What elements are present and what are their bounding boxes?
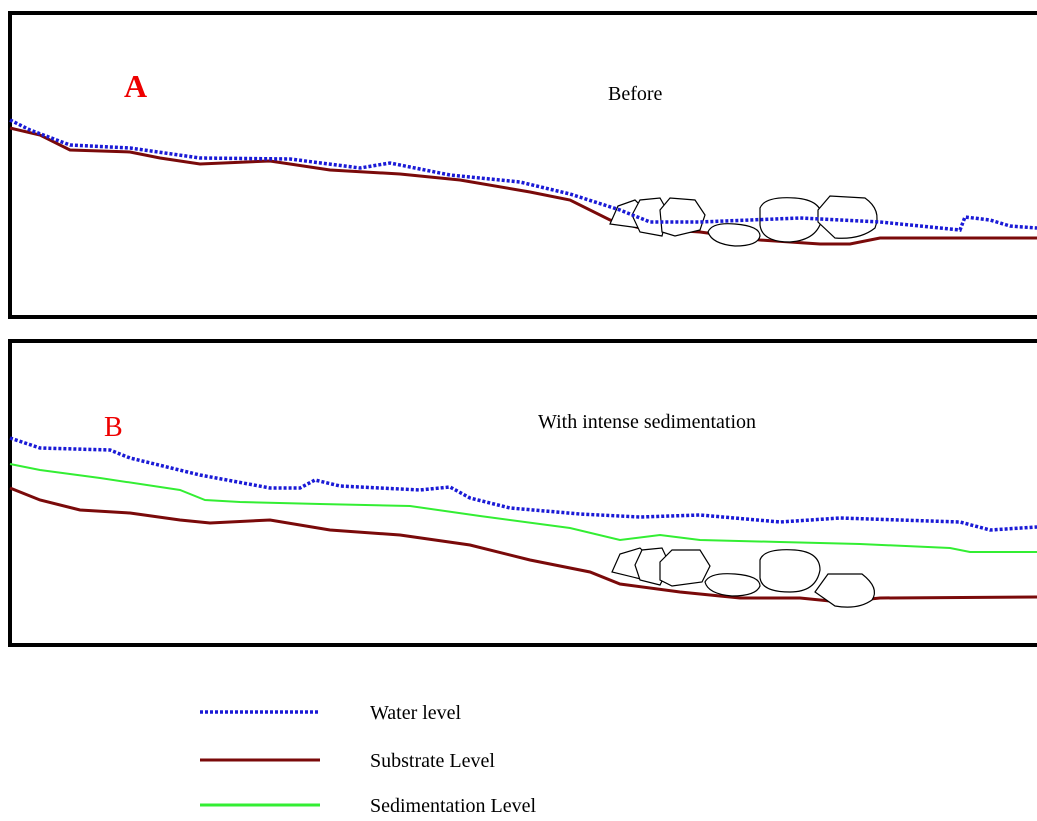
legend-label: Sedimentation Level: [370, 795, 537, 817]
diagram: A Before B With intense sedimentation: [0, 0, 1037, 821]
panel-label: B: [104, 412, 123, 443]
substrate-line: [10, 128, 1037, 244]
legend-label: Substrate Level: [370, 750, 495, 772]
panel-frame: [10, 13, 1037, 317]
panel-title: Before: [608, 83, 663, 105]
legend: Water level Substrate Level Sedimentatio…: [200, 702, 537, 817]
panel-label: A: [124, 68, 147, 104]
water-line: [10, 438, 1037, 530]
legend-label: Water level: [370, 702, 462, 724]
panel-b: B With intense sedimentation: [10, 341, 1037, 645]
water-line: [10, 120, 1037, 230]
panel-a: A Before: [10, 13, 1037, 317]
panel-title: With intense sedimentation: [538, 411, 756, 433]
